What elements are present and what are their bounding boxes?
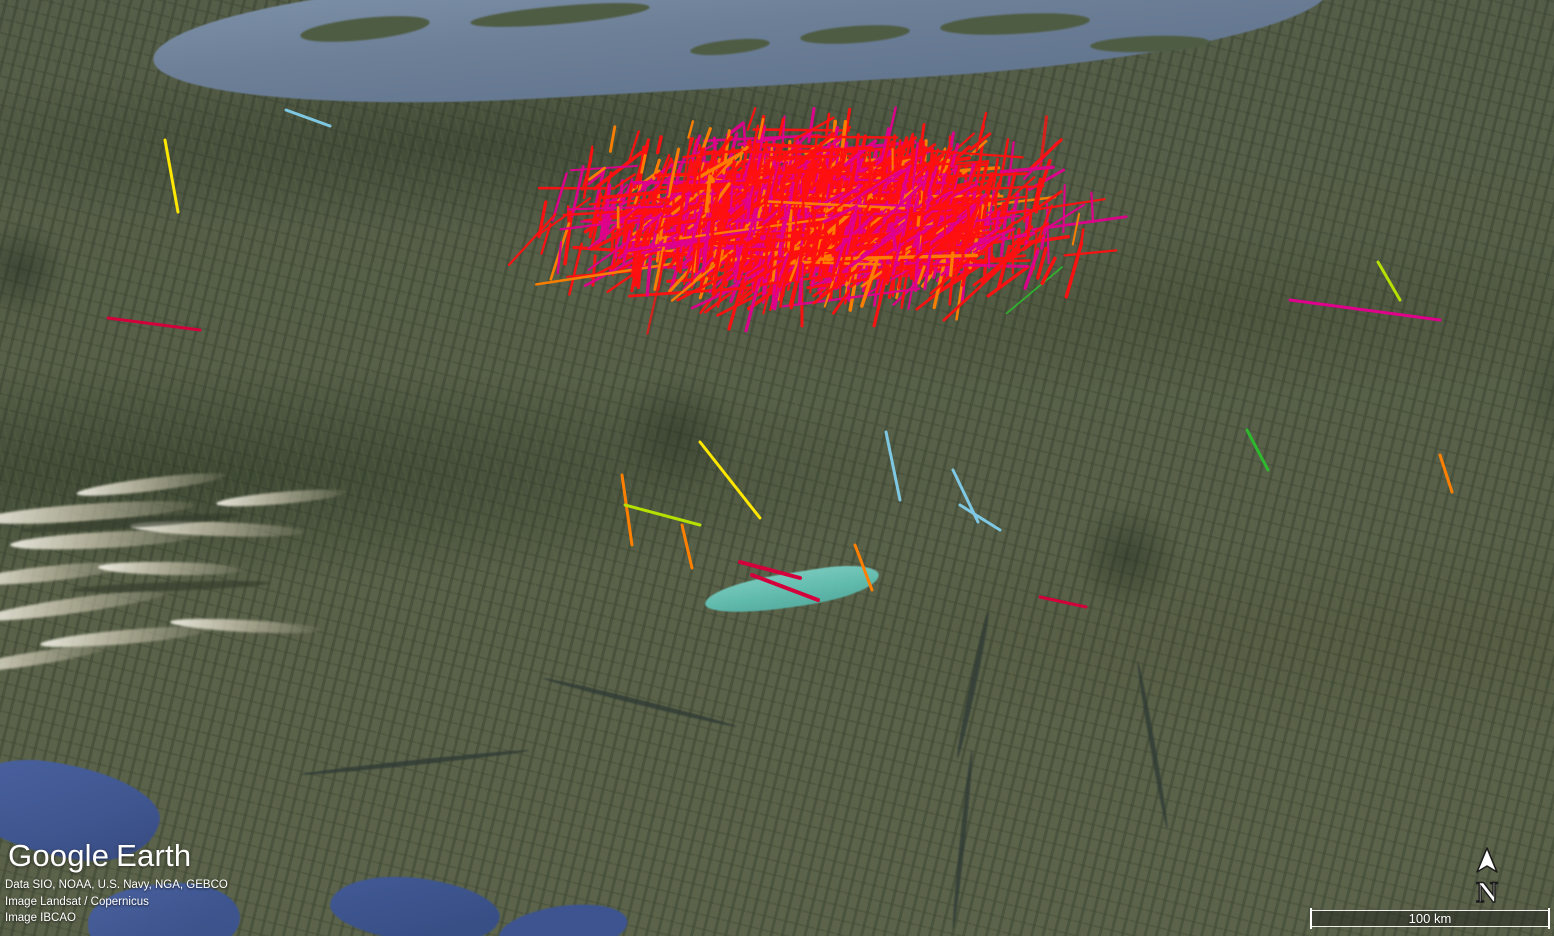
compass-north-label: N (1476, 876, 1498, 908)
attribution-block: Data SIO, NOAA, U.S. Navy, NGA, GEBCO Im… (5, 877, 228, 927)
scale-bar-cap-left (1310, 908, 1312, 929)
north-arrow-icon[interactable]: N (1464, 846, 1510, 910)
scale-bar-cap-right (1548, 908, 1550, 929)
compass-control[interactable]: N (1464, 846, 1510, 910)
alps-region (0, 468, 400, 700)
attribution-line-imagery: Image Landsat / Copernicus (5, 895, 149, 908)
logo-primary: Google (8, 838, 110, 873)
attribution-line-data: Data SIO, NOAA, U.S. Navy, NGA, GEBCO (5, 879, 228, 891)
scale-bar: 100 km (1300, 908, 1554, 930)
scale-bar-label: 100 km (1408, 911, 1452, 926)
google-earth-logo: Google Earth (8, 838, 191, 874)
logo-secondary: Earth (116, 838, 192, 873)
attribution-line-bathymetry: Image IBCAO (5, 912, 76, 924)
